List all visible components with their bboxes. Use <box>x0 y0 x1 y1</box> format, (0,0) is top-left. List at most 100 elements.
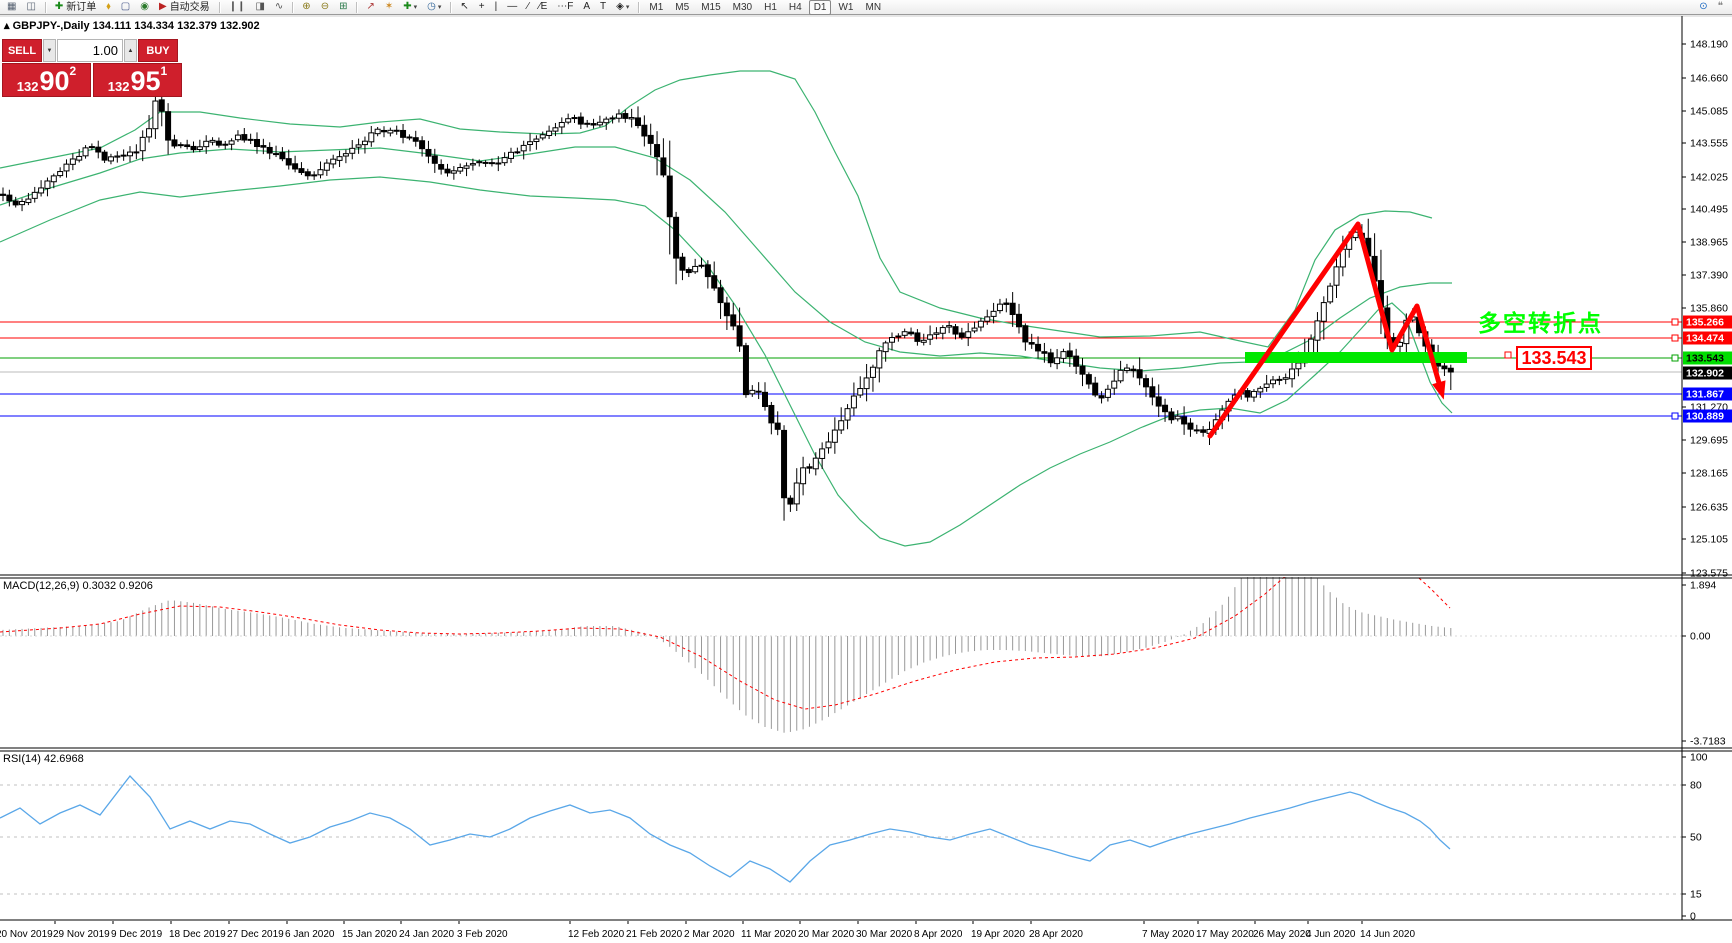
styler-button[interactable]: ⬧ <box>102 0 115 15</box>
svg-text:0: 0 <box>1690 911 1696 923</box>
timeframe-h4-button[interactable]: H4 <box>788 1 802 13</box>
svg-text:135.266: 135.266 <box>1686 317 1724 329</box>
crosshair-tool-button[interactable]: + <box>475 0 489 15</box>
new-chart-window-button[interactable]: ▦ <box>3 0 20 15</box>
date-axis[interactable]: 20 Nov 2019 29 Nov 2019 9 Dec 2019 18 Dec 2… <box>0 921 1415 940</box>
svg-text:9 Dec 2019: 9 Dec 2019 <box>111 929 163 940</box>
svg-text:1.894: 1.894 <box>1690 580 1716 592</box>
price-badges: 135.266 134.474 133.543 132.902 131.867 130.8… <box>1683 315 1732 423</box>
price-level-label-box[interactable]: 133.543 <box>1516 346 1592 370</box>
svg-text:15 Jan 2020: 15 Jan 2020 <box>342 929 397 940</box>
svg-text:4 Jun 2020: 4 Jun 2020 <box>1306 929 1356 940</box>
line-chart-mode-icon: ∿ <box>274 1 284 12</box>
buy-price-button[interactable]: 132 95 1 <box>93 63 182 97</box>
sell-price-button[interactable]: 132 90 2 <box>2 63 91 97</box>
terminal-button[interactable]: ▢ <box>117 0 134 15</box>
autotrading-icon: ▶ <box>158 1 167 12</box>
equidistant-channel-tool-button[interactable]: ∕E <box>535 0 551 15</box>
cursor-tool-button[interactable]: ↖ <box>456 0 472 15</box>
line-anchor-handle[interactable] <box>1671 354 1679 362</box>
support-zone-bar[interactable] <box>1245 352 1467 363</box>
candlestick-mode-button[interactable]: ◨ <box>251 0 268 15</box>
candlesticks <box>0 88 1454 521</box>
text-label-tool-button[interactable]: T <box>596 0 610 15</box>
new-order-icon: ✚ <box>54 1 64 12</box>
arrowhead-icon <box>1432 380 1446 400</box>
volume-input[interactable] <box>57 39 123 62</box>
bar-chart-mode-button[interactable]: ❙❙ <box>225 0 250 15</box>
line-anchor-handle[interactable] <box>1671 412 1679 420</box>
horizontal-line-tool-button[interactable]: ― <box>503 0 521 15</box>
strategy-tester-button[interactable]: ◉ <box>136 0 153 15</box>
autotrading-button-label: 自动交易 <box>169 1 210 13</box>
svg-text:28 Apr 2020: 28 Apr 2020 <box>1029 929 1083 940</box>
zoom-out-button[interactable]: ⊖ <box>317 0 333 15</box>
toolbar-separator <box>44 1 46 13</box>
fibonacci-tool-button[interactable]: ⋯F <box>553 0 577 15</box>
svg-text:2 Mar 2020: 2 Mar 2020 <box>684 929 735 940</box>
styler-icon: ⬧ <box>106 1 111 12</box>
top-toolbar: ▦ ◫ ✚ 新订单 ⬧ ▢ ◉ ▶ 自动交易 ❙❙ ◨ ∿ ⊕ ⊖ ⊞ ↗ ✶ ✚ ▾ ◷ ▾ ↖ + | ― ∕ ∕E ⋯F A T ◈ ▾… <box>0 0 1732 15</box>
line-anchor-handle[interactable] <box>1671 318 1679 326</box>
add-indicator-button[interactable]: ✶ <box>381 0 397 15</box>
trendline-tool-button[interactable]: ∕ <box>523 0 533 15</box>
trend-arrow[interactable] <box>1207 221 1446 439</box>
svg-text:18 Dec 2019: 18 Dec 2019 <box>169 929 226 940</box>
line-anchor-handle[interactable] <box>1671 334 1679 342</box>
rsi-indicator-label: RSI(14) 42.6968 <box>3 753 84 765</box>
svg-text:128.165: 128.165 <box>1690 468 1728 480</box>
timeframe-m5-button[interactable]: M5 <box>675 1 690 13</box>
svg-text:24 Jan 2020: 24 Jan 2020 <box>399 929 454 940</box>
timeframe-d1-button[interactable]: D1 <box>808 0 832 15</box>
add-object-icon: ✚ <box>403 1 412 12</box>
svg-text:100: 100 <box>1690 752 1708 764</box>
new-order-button-label: 新订单 <box>66 1 97 13</box>
tile-windows-button[interactable]: ⊞ <box>335 0 351 15</box>
timeframe-w1-button[interactable]: W1 <box>838 1 854 13</box>
toolbar-separator <box>450 1 452 13</box>
toolbar-separator <box>638 1 640 13</box>
text-tool-button[interactable]: A <box>579 0 594 15</box>
period-button[interactable]: ◷ ▾ <box>423 0 445 15</box>
data-window-button[interactable]: ◫ <box>22 0 39 15</box>
svg-text:15: 15 <box>1690 889 1702 901</box>
arrows-tool-button[interactable]: ◈ ▾ <box>612 0 633 15</box>
volume-increase-button[interactable]: ▲ <box>124 39 137 62</box>
sell-price-big: 90 <box>39 66 70 96</box>
timeframe-mn-button[interactable]: MN <box>865 1 882 13</box>
timeframe-h1-button[interactable]: H1 <box>764 1 777 13</box>
price-box-anchor-handle[interactable] <box>1504 351 1512 359</box>
svg-text:80: 80 <box>1690 780 1702 792</box>
timeframe-m15-button[interactable]: M15 <box>701 1 721 13</box>
search-icon[interactable]: ⊙ <box>1695 0 1711 15</box>
toolbar-separator <box>356 1 358 13</box>
vertical-line-tool-button[interactable]: | <box>491 0 502 15</box>
line-chart-mode-button[interactable]: ∿ <box>271 0 287 15</box>
zoom-in-button[interactable]: ⊕ <box>298 0 314 15</box>
autotrading-button[interactable]: ▶ 自动交易 <box>155 0 214 15</box>
timeframe-m1-button[interactable]: M1 <box>649 1 664 13</box>
chat-icon[interactable]: ❝ <box>1714 0 1727 15</box>
indicators-button[interactable]: ↗ <box>362 0 378 15</box>
svg-text:138.965: 138.965 <box>1690 237 1728 249</box>
svg-text:125.105: 125.105 <box>1690 534 1728 546</box>
buy-button[interactable]: BUY <box>138 39 178 62</box>
bar-chart-mode-icon: ❙❙ <box>228 1 246 12</box>
equidistant-channel-tool-icon: ∕E <box>538 1 548 12</box>
price-axis[interactable]: 148.190 146.660 145.085 143.555 142.025 140.4… <box>1682 39 1728 923</box>
new-order-button[interactable]: ✚ 新订单 <box>51 0 100 15</box>
symbol-ohlc-line: ▴ GBPJPY-,Daily 134.111 134.334 132.379 … <box>4 20 260 32</box>
svg-text:129.695: 129.695 <box>1690 435 1728 447</box>
sell-button[interactable]: SELL <box>2 39 42 62</box>
svg-text:131.867: 131.867 <box>1686 389 1724 401</box>
strategy-tester-icon: ◉ <box>140 1 149 12</box>
svg-text:148.190: 148.190 <box>1690 39 1728 51</box>
rsi-line <box>0 775 1451 883</box>
horizontal-level-lines[interactable] <box>0 321 1682 417</box>
add-object-button[interactable]: ✚ ▾ <box>399 0 421 15</box>
timeframe-m30-button[interactable]: M30 <box>732 1 753 13</box>
volume-decrease-button[interactable]: ▼ <box>43 39 56 62</box>
